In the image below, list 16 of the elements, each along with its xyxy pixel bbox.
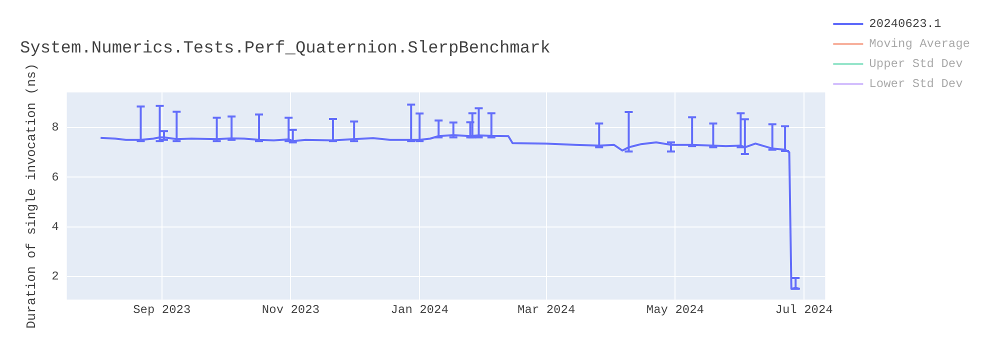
- y-axis-title: Duration of single invocation (ns): [24, 63, 40, 329]
- legend-label: Lower Std Dev: [869, 77, 963, 92]
- chart-title: System.Numerics.Tests.Perf_Quaternion.SlerpBenchmark: [20, 40, 550, 59]
- x-tick-label: Nov 2023: [262, 302, 320, 317]
- y-tick-label: 2: [52, 270, 59, 284]
- y-tick-label: 4: [52, 220, 59, 234]
- y-tick-label: 8: [52, 120, 59, 135]
- legend-label: 20240623.1: [869, 17, 942, 32]
- x-tick-label: Sep 2023: [133, 302, 191, 317]
- x-tick-label: May 2024: [646, 302, 704, 317]
- x-tick-label: Mar 2024: [518, 302, 576, 317]
- legend-label: Upper Std Dev: [869, 57, 963, 72]
- y-tick-label: 6: [52, 170, 59, 184]
- x-tick-label: Jan 2024: [390, 302, 448, 317]
- legend-label: Moving Average: [869, 37, 970, 52]
- x-tick-label: Jul 2024: [775, 302, 833, 317]
